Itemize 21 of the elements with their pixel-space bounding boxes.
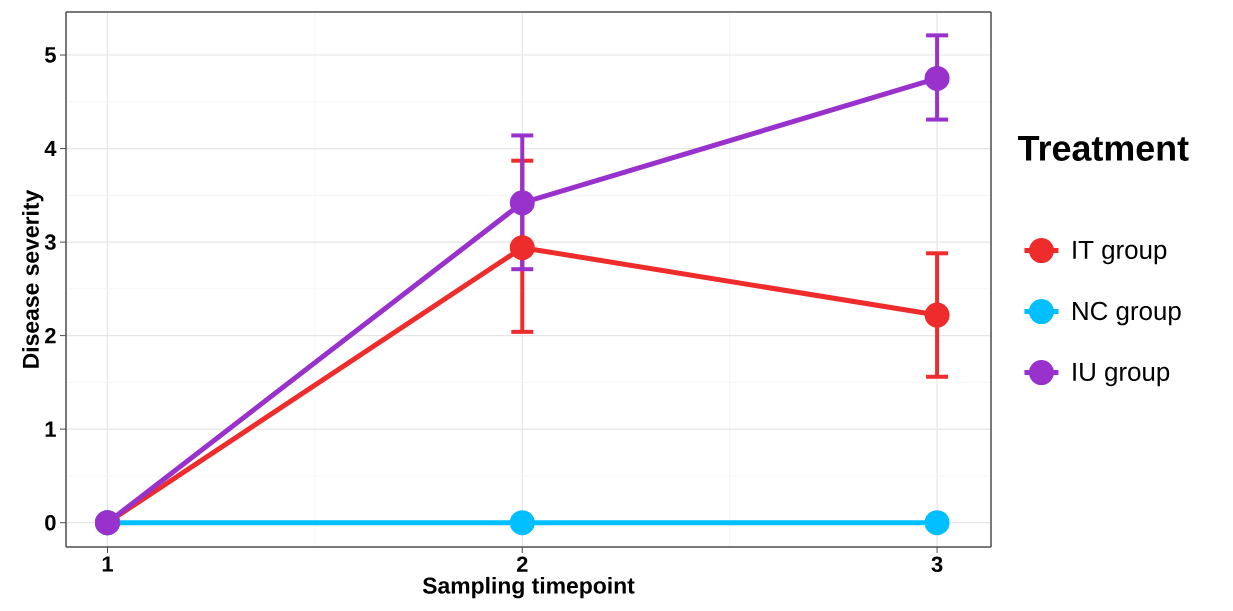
y-tick-label: 5 bbox=[44, 47, 56, 63]
point bbox=[924, 302, 950, 328]
legend-title: Treatment bbox=[1018, 135, 1189, 161]
x-tick-label: 3 bbox=[931, 556, 943, 573]
legend-label: IT group bbox=[1073, 240, 1167, 265]
point bbox=[924, 510, 950, 536]
x-tick-label: 2 bbox=[516, 556, 528, 572]
y-tick-label: 4 bbox=[44, 141, 57, 157]
x-axis-title: Sampling timepoint bbox=[422, 576, 635, 599]
point bbox=[924, 65, 950, 91]
y-axis-title: Disease severity bbox=[22, 189, 44, 368]
legend-label: NC group bbox=[1073, 301, 1181, 326]
y-tick-label: 3 bbox=[44, 234, 56, 250]
point bbox=[509, 190, 535, 216]
x-tick-label: 1 bbox=[102, 556, 113, 572]
y-tick-label: 2 bbox=[45, 327, 56, 344]
point bbox=[509, 235, 535, 261]
y-tick-label: 0 bbox=[45, 514, 56, 531]
point bbox=[509, 510, 535, 536]
legend-label: IU group bbox=[1073, 362, 1170, 387]
y-tick-label: 1 bbox=[45, 421, 56, 437]
